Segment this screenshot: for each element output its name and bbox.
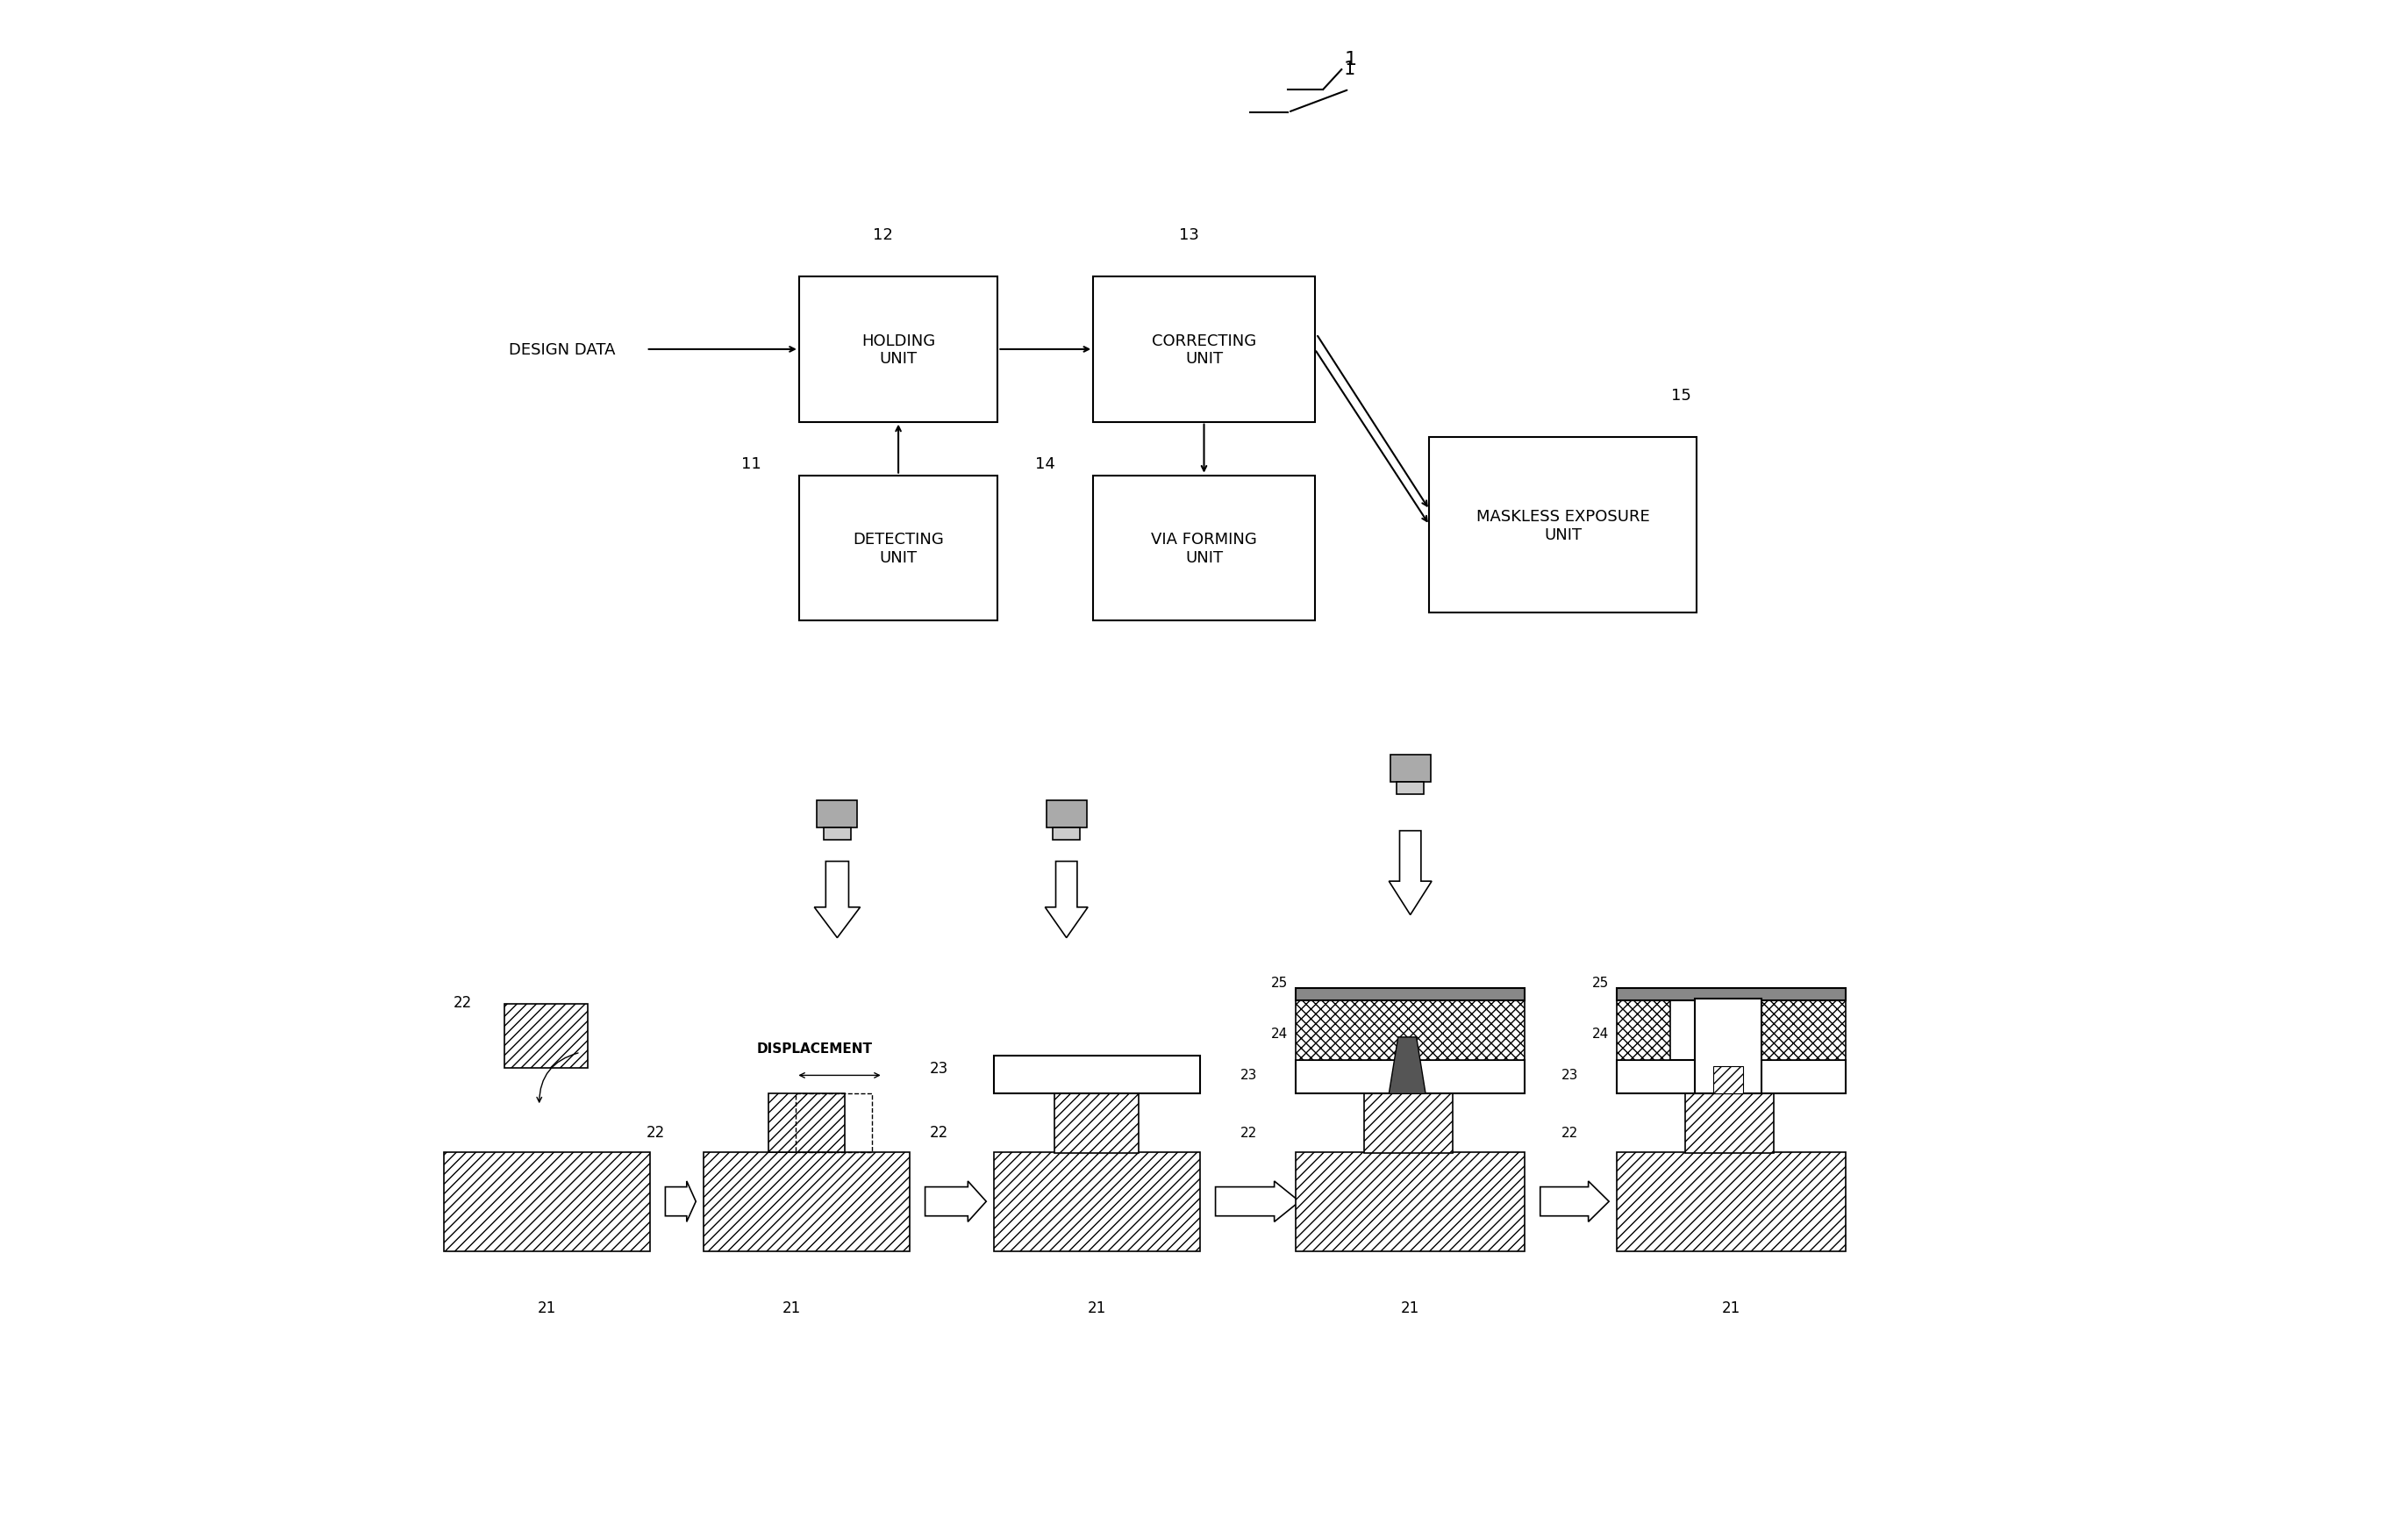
- Text: 21: 21: [1722, 1300, 1741, 1315]
- Text: 13: 13: [1178, 226, 1199, 243]
- Bar: [703, 1152, 910, 1252]
- Bar: [816, 801, 857, 829]
- Text: 21: 21: [783, 1300, 802, 1315]
- Text: MASKLESS EXPOSURE
UNIT: MASKLESS EXPOSURE UNIT: [1476, 508, 1649, 542]
- Bar: [1296, 999, 1524, 1060]
- Bar: [1616, 989, 1847, 1001]
- Polygon shape: [925, 1181, 987, 1221]
- Polygon shape: [665, 1181, 696, 1221]
- Text: 11: 11: [742, 456, 761, 471]
- Text: 12: 12: [874, 226, 893, 243]
- Bar: [1052, 829, 1079, 841]
- Bar: [995, 1152, 1199, 1252]
- Bar: [799, 476, 997, 621]
- Bar: [768, 1093, 845, 1152]
- Bar: [1616, 1152, 1847, 1252]
- Text: 21: 21: [537, 1300, 556, 1315]
- Text: 21: 21: [1088, 1300, 1105, 1315]
- Text: 14: 14: [1035, 456, 1055, 471]
- Text: 24: 24: [1592, 1027, 1609, 1040]
- Bar: [1055, 1092, 1139, 1153]
- Text: HOLDING
UNIT: HOLDING UNIT: [862, 333, 934, 367]
- Text: DETECTING
UNIT: DETECTING UNIT: [852, 531, 944, 565]
- Bar: [995, 1056, 1199, 1093]
- Bar: [1093, 277, 1315, 422]
- Bar: [1397, 782, 1423, 795]
- Bar: [824, 829, 850, 841]
- Polygon shape: [1389, 1038, 1426, 1093]
- Bar: [1296, 989, 1524, 1001]
- Text: DESIGN DATA: DESIGN DATA: [508, 342, 616, 357]
- Text: VIA FORMING
UNIT: VIA FORMING UNIT: [1151, 531, 1257, 565]
- Text: 21: 21: [1401, 1300, 1421, 1315]
- Bar: [503, 1004, 588, 1067]
- Text: 22: 22: [1560, 1126, 1577, 1140]
- Text: 24: 24: [1271, 1027, 1288, 1040]
- Text: CORRECTING
UNIT: CORRECTING UNIT: [1151, 333, 1257, 367]
- Polygon shape: [1389, 832, 1433, 915]
- Text: 25: 25: [1592, 976, 1609, 990]
- Text: 23: 23: [929, 1060, 949, 1076]
- Bar: [1093, 476, 1315, 621]
- Bar: [797, 1093, 872, 1152]
- Text: 23: 23: [1560, 1069, 1577, 1081]
- Bar: [1712, 1066, 1743, 1093]
- Polygon shape: [1045, 862, 1088, 938]
- Bar: [1616, 1060, 1847, 1093]
- Text: 22: 22: [648, 1124, 665, 1140]
- Text: 22: 22: [929, 1124, 949, 1140]
- Text: DISPLACEMENT: DISPLACEMENT: [756, 1043, 872, 1055]
- Polygon shape: [1541, 1181, 1609, 1221]
- Text: 22: 22: [453, 995, 472, 1010]
- Bar: [1616, 999, 1671, 1060]
- Text: 22: 22: [1240, 1126, 1257, 1140]
- Bar: [1763, 999, 1847, 1060]
- Bar: [1430, 437, 1698, 613]
- Bar: [443, 1152, 650, 1252]
- Bar: [1296, 1152, 1524, 1252]
- Text: 23: 23: [1240, 1069, 1257, 1081]
- Text: 15: 15: [1671, 387, 1690, 403]
- Bar: [1686, 1092, 1775, 1153]
- Bar: [1047, 801, 1086, 829]
- Bar: [1365, 1092, 1452, 1153]
- Polygon shape: [814, 862, 860, 938]
- Text: 1: 1: [1344, 51, 1356, 68]
- Polygon shape: [1216, 1181, 1300, 1221]
- Bar: [1296, 1060, 1524, 1093]
- Text: 1: 1: [1344, 60, 1356, 79]
- Text: 25: 25: [1271, 976, 1288, 990]
- Bar: [1389, 755, 1430, 782]
- Bar: [1695, 999, 1763, 1093]
- Bar: [799, 277, 997, 422]
